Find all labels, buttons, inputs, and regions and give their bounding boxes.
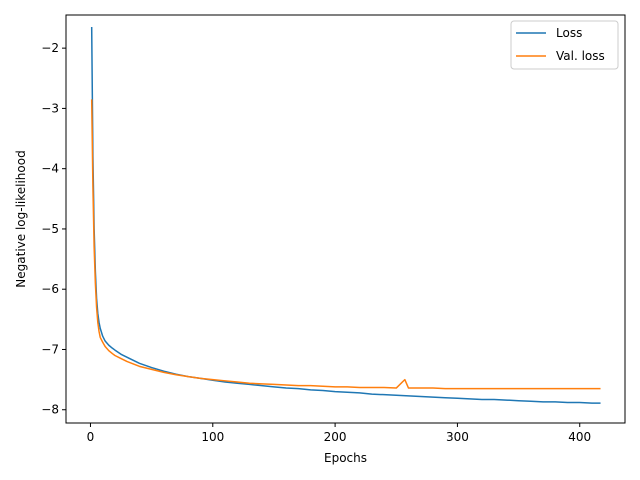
plot-frame	[65, 14, 626, 424]
x-tick-label: 0	[87, 430, 95, 444]
plot-lines	[90, 27, 601, 404]
series-line-val-loss	[90, 99, 601, 390]
y-tick-label: −3	[41, 101, 59, 115]
y-tick-label: −6	[41, 282, 59, 296]
y-tick-label: −8	[41, 403, 59, 417]
y-axis-label: Negative log-likelihood	[14, 150, 28, 287]
legend-label-loss: Loss	[556, 26, 582, 40]
x-tick-label: 100	[201, 430, 224, 444]
y-tick-label: −5	[41, 222, 59, 236]
y-axis-ticks: −2 −3 −4 −5 −6 −7 −8	[41, 41, 66, 417]
y-tick-label: −7	[41, 342, 59, 356]
x-axis-label: Epochs	[324, 451, 367, 465]
x-tick-label: 200	[324, 430, 347, 444]
y-tick-label: −4	[41, 162, 59, 176]
legend-label-val-loss: Val. loss	[556, 49, 605, 63]
x-tick-label: 400	[568, 430, 591, 444]
legend: Loss Val. loss	[510, 20, 619, 70]
x-axis-ticks: 0 100 200 300 400	[87, 423, 591, 444]
x-tick-label: 300	[446, 430, 469, 444]
y-tick-label: −2	[41, 41, 59, 55]
series-line-loss	[90, 27, 601, 404]
